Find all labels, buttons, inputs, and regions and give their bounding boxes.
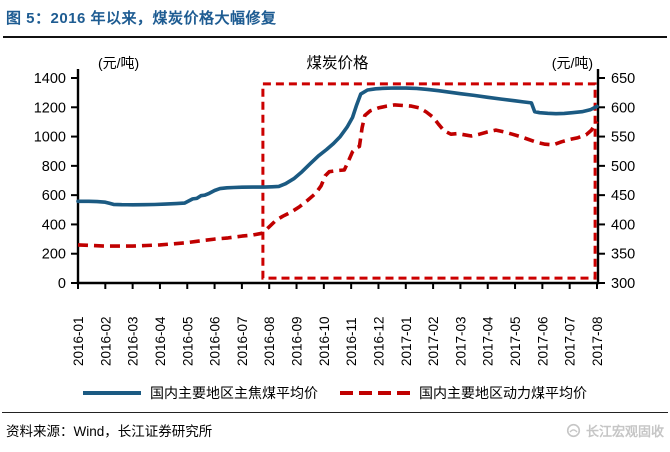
x-axis-label: 2016-02 [98, 316, 113, 366]
coking-coal-line [76, 86, 599, 207]
x-axis-label: 2016-03 [126, 316, 141, 366]
x-axis-label: 2016-06 [208, 316, 223, 366]
figure-footer: 资料来源：Wind，长江证券研究所 长江宏观固收 [0, 412, 670, 452]
right-axis-tick-label: 550 [611, 130, 635, 146]
left-axis-tick-label: 0 [58, 276, 66, 292]
x-axis-label: 2016-10 [317, 316, 332, 366]
x-axis-label: 2016-11 [344, 317, 359, 366]
x-axis-label: 2016-08 [262, 316, 277, 366]
title-rule [3, 36, 667, 38]
left-axis-tick-label: 1200 [34, 100, 66, 116]
x-axis-label: 2016-01 [71, 316, 86, 366]
right-axis-tick-label: 350 [611, 247, 635, 263]
x-axis-label: 2016-12 [372, 316, 387, 366]
coal-price-chart: 0 200 400 600 800 1000 1200 1400 300 350 400 450 500… [34, 54, 635, 366]
legend-item-coking-coal: 国内主要地区主焦煤平均价 [83, 383, 318, 403]
watermark: 长江宏观固收 [566, 421, 664, 440]
right-axis-tick-label: 400 [611, 217, 635, 233]
x-axis-label: 2016-04 [153, 316, 168, 366]
x-axis-label: 2017-04 [481, 316, 496, 366]
x-axis-label: 2017-01 [399, 316, 414, 366]
x-axis-label: 2017-08 [590, 316, 605, 366]
left-axis-tick-label: 1000 [34, 130, 66, 146]
x-axis-label: 2016-07 [235, 316, 250, 366]
changjiang-logo-icon [566, 423, 581, 437]
x-axis-label: 2016-05 [180, 316, 195, 366]
legend-item-thermal-coal: 国内主要地区动力煤平均价 [340, 383, 587, 403]
right-axis-tick-label: 600 [611, 100, 635, 116]
left-axis-tick-label: 800 [42, 159, 66, 175]
chart-legend: 国内主要地区主焦煤平均价 国内主要地区动力煤平均价 [0, 383, 670, 403]
right-axis-tick-label: 300 [611, 276, 635, 292]
legend-dashed-line-swatch [340, 391, 410, 395]
x-axis-label: 2017-05 [508, 316, 523, 366]
x-axis-label: 2017-02 [426, 316, 441, 366]
legend-label-thermal-coal: 国内主要地区动力煤平均价 [419, 385, 587, 401]
left-axis-tick-label: 1400 [34, 71, 66, 87]
x-axis-label: 2017-07 [563, 316, 578, 366]
right-axis-tick-label: 650 [611, 71, 635, 87]
right-axis-tick-label: 450 [611, 188, 635, 204]
left-axis-tick-label: 600 [42, 188, 66, 204]
right-axis-tick-label: 500 [611, 159, 635, 175]
x-axis-label: 2016-09 [290, 316, 305, 366]
chart-title: 煤炭价格 [306, 54, 369, 72]
source-text: 资料来源：Wind，长江证券研究所 [6, 424, 213, 439]
legend-label-coking-coal: 国内主要地区主焦煤平均价 [150, 385, 318, 401]
left-axis-tick-label: 400 [42, 217, 66, 233]
left-axis-unit-label: (元/吨) [98, 55, 139, 71]
figure-title: 图 5：2016 年以来，煤炭价格大幅修复 [6, 10, 277, 27]
footer-rule [2, 412, 668, 413]
highlight-box [261, 82, 597, 280]
left-axis-tick-label: 200 [42, 247, 66, 263]
legend-solid-line-swatch [83, 391, 141, 395]
right-axis-unit-label: (元/吨) [552, 55, 593, 71]
watermark-text: 长江宏观固收 [585, 423, 664, 439]
x-axis-label: 2017-06 [535, 316, 550, 366]
thermal-coal-line [77, 103, 599, 248]
x-axis-label: 2017-03 [453, 316, 468, 366]
